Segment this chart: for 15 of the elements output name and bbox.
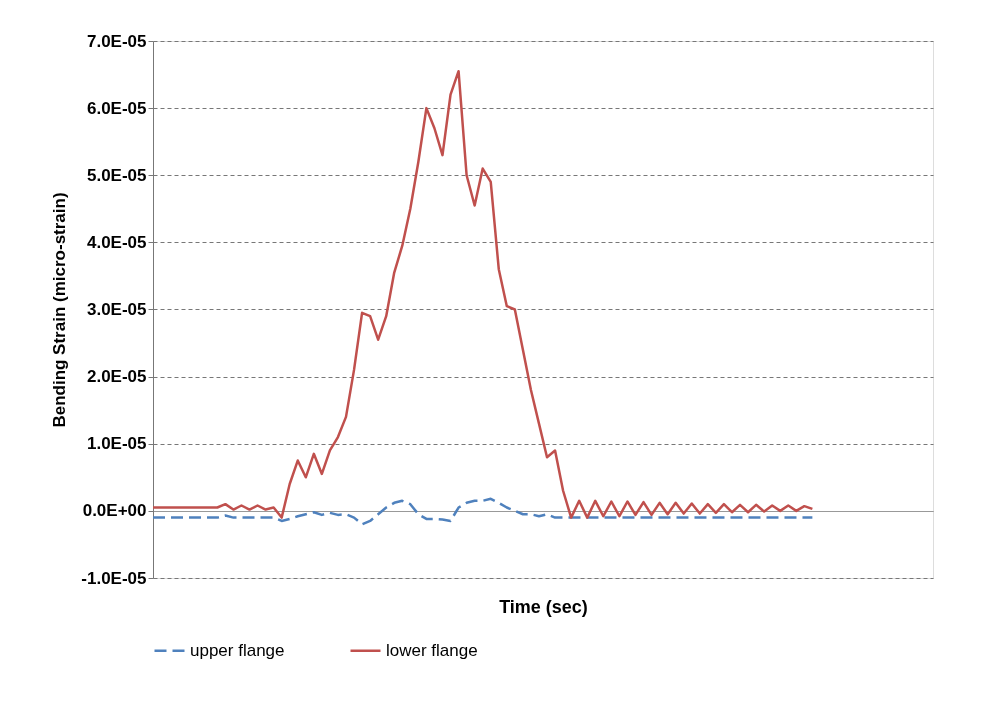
- legend-label: upper flange: [190, 640, 285, 660]
- y-tick-label: 7.0E-05: [86, 31, 147, 51]
- y-tick-label: 6.0E-05: [86, 98, 147, 118]
- legend-label: lower flange: [386, 640, 478, 660]
- y-tick-label: -1.0E-05: [81, 568, 147, 588]
- y-tick-label: 4.0E-05: [86, 232, 147, 252]
- line-series: [151, 497, 814, 526]
- y-tick-label: 1.0E-05: [86, 434, 147, 454]
- y-axis-title: Bending Strain (micro-strain): [50, 192, 70, 428]
- line-series: [151, 69, 814, 519]
- y-tick-label: 2.0E-05: [86, 367, 147, 387]
- y-tick-label: 0.0E+00: [82, 501, 147, 521]
- x-axis-title: Time (sec): [499, 596, 588, 617]
- y-tick-label: 3.0E-05: [86, 300, 147, 319]
- y-tick-label: 5.0E-05: [86, 165, 147, 185]
